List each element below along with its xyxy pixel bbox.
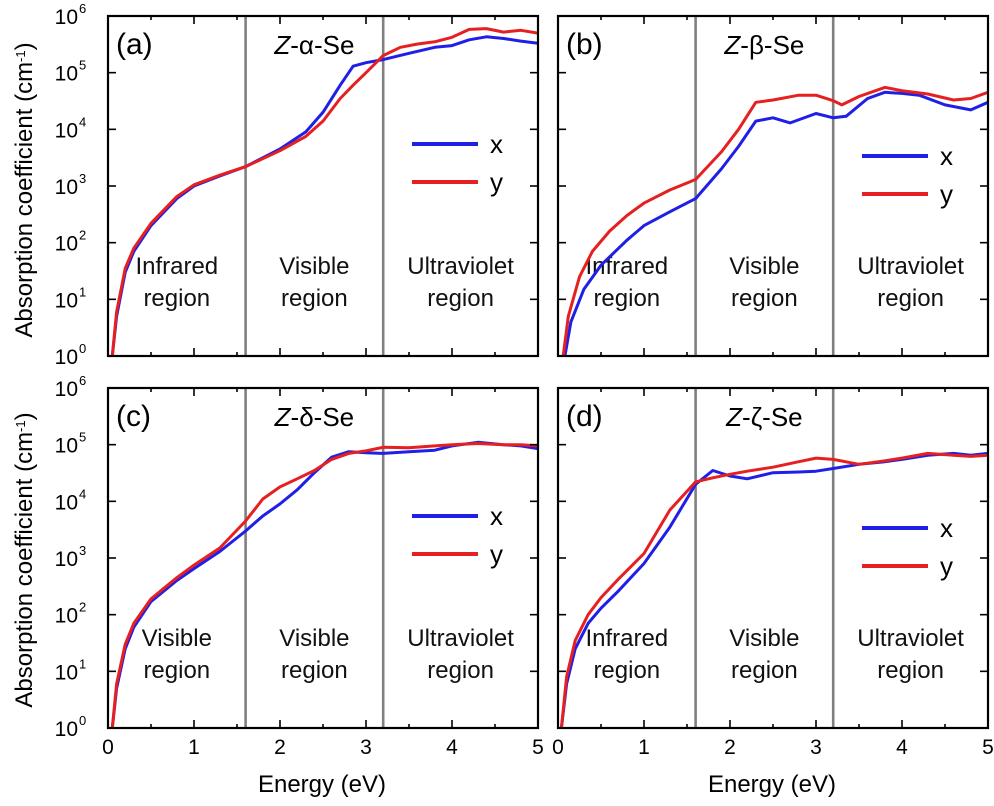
region-label: Ultraviolet region xyxy=(407,625,514,684)
region-label: Visible region xyxy=(279,253,349,312)
y-tick-label: 105 xyxy=(55,58,87,86)
x-tick-label: 0 xyxy=(102,736,114,759)
panel-c: Visible region Visible region Ultraviolet reg… xyxy=(55,373,544,759)
x-tick-label: 2 xyxy=(274,736,286,759)
series-line-x xyxy=(110,440,538,728)
x-tick-label: 5 xyxy=(982,736,994,759)
region-label: Visible region xyxy=(142,625,212,684)
legend-label-x: x xyxy=(940,141,953,171)
y-tick-label: 102 xyxy=(55,600,87,628)
y-tick-label: 101 xyxy=(55,656,87,684)
legend-label-x: x xyxy=(490,129,503,159)
panel-title: Z-α-Se xyxy=(273,30,354,60)
ylabel-bottom: Absorption coefficient (cm-1) xyxy=(11,412,38,707)
legend-label-y: y xyxy=(940,551,953,581)
x-tick-label: 4 xyxy=(446,736,458,759)
panel-label: (d) xyxy=(566,400,603,433)
y-tick-label: 101 xyxy=(55,284,87,312)
panel-a: Infrared region Visible region Ultraviolet re… xyxy=(55,1,540,369)
y-tick-label: 104 xyxy=(55,114,87,142)
series-line-y xyxy=(110,27,538,356)
region-label: Ultraviolet region xyxy=(857,625,964,684)
y-tick-label: 103 xyxy=(55,543,87,571)
series-line-y xyxy=(561,85,988,356)
y-tick-label: 102 xyxy=(55,228,87,256)
panels: Infrared region Visible region Ultraviolet re… xyxy=(55,1,994,759)
y-tick-label: 104 xyxy=(55,486,87,514)
region-label: Visible region xyxy=(279,625,349,684)
series-line-y xyxy=(110,442,538,728)
region-label: Infrared region xyxy=(585,625,668,684)
region-label: Visible region xyxy=(729,253,799,312)
region-label: Visible region xyxy=(729,625,799,684)
y-tick-label: 106 xyxy=(55,373,87,401)
series-line-x xyxy=(563,90,988,356)
series-line-y xyxy=(559,451,988,728)
x-tick-label: 2 xyxy=(724,736,736,759)
panel-title: Z-ζ-Se xyxy=(725,402,802,432)
ylabel-top: Absorption coefficient (cm-1) xyxy=(11,42,38,337)
x-tick-label: 1 xyxy=(638,736,650,759)
legend-label-y: y xyxy=(490,539,503,569)
legend-label-y: y xyxy=(940,179,953,209)
x-tick-label: 0 xyxy=(552,736,564,759)
x-tick-label: 3 xyxy=(810,736,822,759)
y-tick-label: 100 xyxy=(55,341,87,369)
panel-label: (b) xyxy=(566,28,603,61)
panel-label: (a) xyxy=(116,28,153,61)
y-tick-label: 100 xyxy=(55,713,87,741)
panel-title: Z-δ-Se xyxy=(274,402,354,432)
y-tick-label: 103 xyxy=(55,171,87,199)
panel-label: (c) xyxy=(116,400,151,433)
x-tick-label: 1 xyxy=(188,736,200,759)
legend-label-x: x xyxy=(490,501,503,531)
region-label: Infrared region xyxy=(585,253,668,312)
x-tick-label: 4 xyxy=(896,736,908,759)
region-label: Ultraviolet region xyxy=(857,253,964,312)
legend-label-x: x xyxy=(940,513,953,543)
x-tick-label: 3 xyxy=(360,736,372,759)
xlabel-left: Energy (eV) xyxy=(258,771,386,798)
y-tick-label: 105 xyxy=(55,430,87,458)
series-line-x xyxy=(559,451,988,728)
region-label: Infrared region xyxy=(135,253,218,312)
xlabel-right: Energy (eV) xyxy=(708,771,836,798)
y-tick-label: 106 xyxy=(55,1,87,29)
legend-label-y: y xyxy=(490,167,503,197)
panel-title: Z-β-Se xyxy=(723,30,804,60)
region-label: Ultraviolet region xyxy=(407,253,514,312)
panel-b: Infrared region Visible region Ultraviolet re… xyxy=(556,14,990,358)
panel-d: Infrared region Visible region Ultraviolet re… xyxy=(552,386,994,759)
x-tick-label: 5 xyxy=(532,736,544,759)
